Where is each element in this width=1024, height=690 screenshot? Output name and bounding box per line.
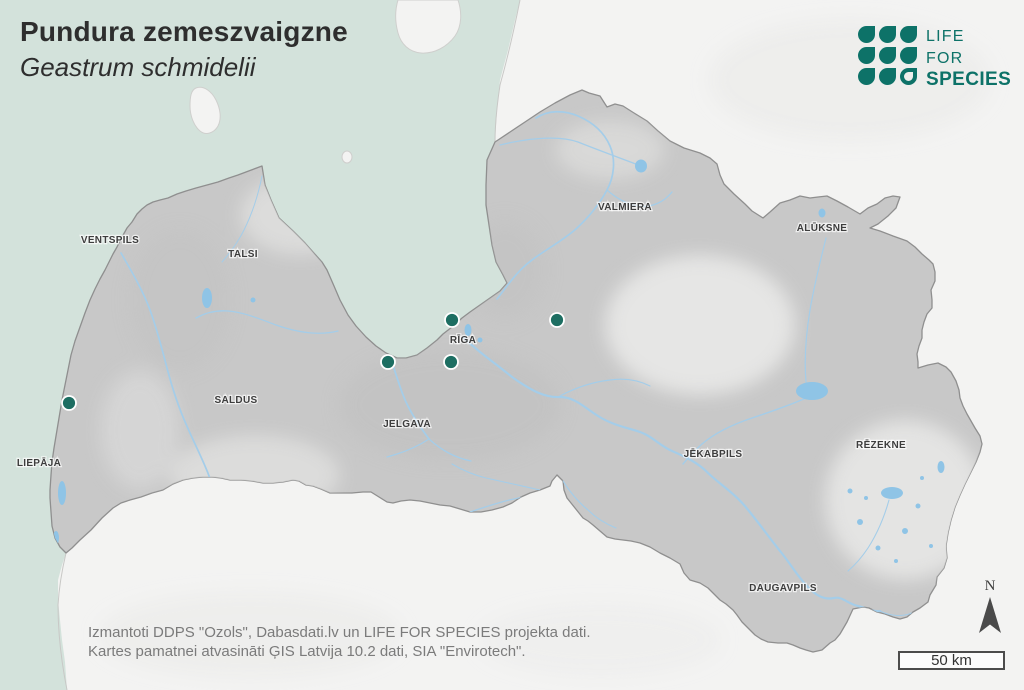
baltic-sea	[0, 0, 520, 690]
north-arrow-icon	[979, 597, 1001, 633]
rivers	[120, 110, 913, 616]
occurrence-dot	[61, 395, 77, 411]
estonian-islands	[189, 0, 462, 164]
occurrence-dot	[444, 312, 460, 328]
occurrence-dots	[61, 312, 565, 411]
logo-drop-icon	[858, 47, 875, 64]
logo-drop-icon	[900, 47, 917, 64]
city-label-ventspils: VENTSPILS	[81, 235, 139, 246]
city-label-valmiera: VALMIERA	[598, 202, 652, 213]
attribution-line-2: Kartes pamatnei atvasināti ĢIS Latvija 1…	[88, 643, 526, 660]
city-labels: VENTSPILS TALSI SALDUS LIEPĀJA JELGAVA RĪGA VA…	[16, 201, 907, 595]
north-arrow: N	[974, 578, 1006, 639]
logo-drop-icon	[879, 47, 896, 64]
logo-drop-icon	[900, 26, 917, 43]
scale-bar: 50 km	[898, 651, 1005, 670]
species-scientific-name: Geastrum schmidelii	[20, 52, 256, 82]
occurrence-dot	[443, 354, 459, 370]
map-title-block: Pundura zemeszvaigzne Geastrum schmideli…	[20, 16, 348, 83]
attribution-line-1: Izmantoti DDPS "Ozols", Dabasdati.lv un …	[88, 624, 591, 641]
estonia-coastline	[494, 0, 521, 143]
logo-word-for: FOR	[926, 50, 964, 67]
logo-word-species: SPECIES	[926, 69, 1012, 90]
attribution-text: Izmantoti DDPS "Ozols", Dabasdati.lv un …	[88, 623, 591, 661]
city-label-daugavpils: DAUGAVPILS	[749, 583, 817, 594]
logo-drop-icon	[879, 26, 896, 43]
city-label-jēkabpils: JĒKABPILS	[684, 448, 743, 460]
logo-word-life: LIFE	[926, 28, 965, 45]
logo-ring-icon	[900, 68, 917, 85]
occurrence-dot	[380, 354, 396, 370]
logo-drop-icon	[879, 68, 896, 85]
city-label-liepāja: LIEPĀJA	[17, 457, 61, 469]
logo-drop-icon	[858, 26, 875, 43]
neighbour-terrain	[100, 20, 990, 677]
city-label-alūksne: ALŪKSNE	[797, 222, 847, 234]
city-label-rīga: RĪGA	[450, 334, 476, 346]
city-label-talsi: TALSI	[228, 249, 258, 260]
species-common-name: Pundura zemeszvaigzne	[20, 16, 348, 47]
life-for-species-logo: LIFE FOR SPECIES	[858, 26, 1018, 90]
lithuania-coastline	[57, 552, 68, 690]
north-label: N	[984, 578, 996, 594]
city-label-rēzekne: RĒZEKNE	[856, 439, 906, 451]
occurrence-dot	[549, 312, 565, 328]
city-label-jelgava: JELGAVA	[383, 419, 431, 430]
scale-label: 50 km	[931, 652, 972, 669]
logo-drop-icon	[858, 68, 875, 85]
logo-drops-grid	[858, 26, 917, 85]
city-label-saldus: SALDUS	[215, 395, 258, 406]
